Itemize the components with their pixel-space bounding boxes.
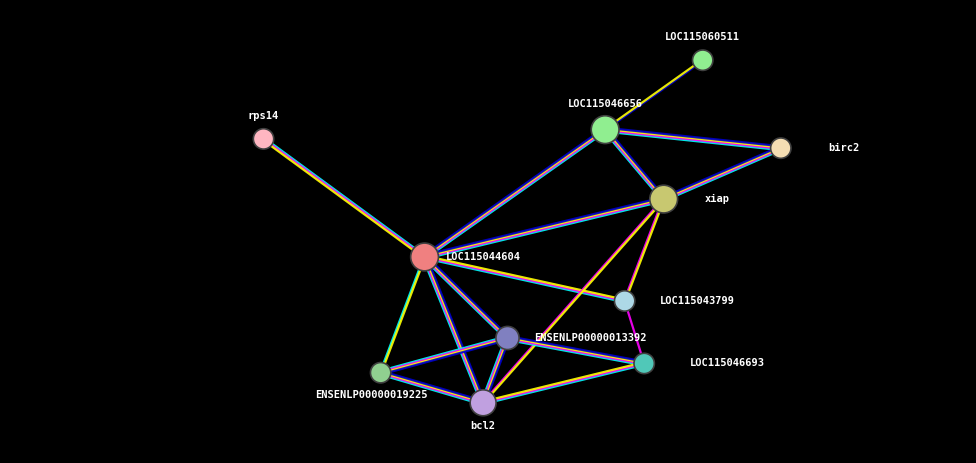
- Ellipse shape: [254, 129, 273, 149]
- Ellipse shape: [771, 138, 791, 158]
- Text: LOC115046656: LOC115046656: [568, 99, 642, 109]
- Text: ENSENLP00000013392: ENSENLP00000013392: [534, 333, 647, 343]
- Text: LOC115060511: LOC115060511: [666, 32, 740, 42]
- Ellipse shape: [371, 363, 390, 383]
- Ellipse shape: [634, 353, 654, 374]
- Ellipse shape: [615, 291, 634, 311]
- Ellipse shape: [693, 50, 712, 70]
- Ellipse shape: [591, 116, 619, 144]
- Text: ENSENLP00000019225: ENSENLP00000019225: [314, 390, 427, 400]
- Text: LOC115046693: LOC115046693: [690, 358, 764, 369]
- Text: bcl2: bcl2: [470, 421, 496, 431]
- Text: xiap: xiap: [705, 194, 730, 204]
- Text: LOC115044604: LOC115044604: [446, 252, 520, 262]
- Ellipse shape: [470, 390, 496, 416]
- Text: LOC115043799: LOC115043799: [661, 296, 735, 306]
- Text: rps14: rps14: [248, 111, 279, 121]
- Text: birc2: birc2: [829, 143, 860, 153]
- Ellipse shape: [650, 185, 677, 213]
- Ellipse shape: [411, 243, 438, 271]
- Ellipse shape: [496, 326, 519, 350]
